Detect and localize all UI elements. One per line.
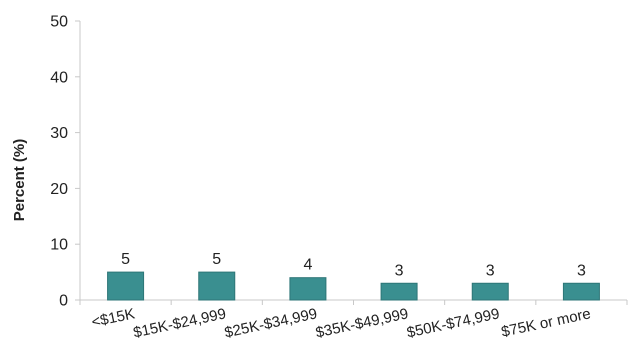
- bar: [289, 277, 327, 301]
- category-label: $25K-$34,999: [223, 305, 319, 341]
- data-label: 3: [395, 262, 404, 279]
- data-labels: 5 5 4 3 3 3: [121, 251, 586, 279]
- category-label: <$15K: [90, 305, 136, 331]
- data-label: 5: [121, 251, 130, 268]
- bar: [471, 282, 509, 301]
- bar: [380, 282, 418, 301]
- bar: [107, 271, 145, 301]
- y-tick-label: 40: [50, 69, 68, 86]
- y-tick-label: 0: [59, 293, 68, 310]
- y-axis-title: Percent (%): [11, 139, 28, 222]
- y-tick-label: 10: [50, 237, 68, 254]
- bars: [107, 271, 600, 301]
- category-labels: <$15K$15K-$24,999$25K-$34,999$35K-$49,99…: [90, 305, 592, 341]
- bar: [198, 271, 236, 301]
- category-label: $15K-$24,999: [132, 305, 228, 341]
- y-tick-label: 30: [50, 125, 68, 142]
- category-label: $75K or more: [500, 305, 592, 341]
- data-label: 3: [486, 262, 495, 279]
- y-tick-label: 50: [50, 14, 68, 31]
- y-tick-label: 20: [50, 181, 68, 198]
- category-label: $35K-$49,999: [314, 305, 410, 341]
- y-axis: 0 10 20 30 40 50: [50, 14, 81, 310]
- data-label: 5: [212, 251, 221, 268]
- data-label: 4: [303, 257, 312, 274]
- bar: [562, 282, 600, 301]
- data-label: 3: [577, 262, 586, 279]
- category-label: $50K-$74,999: [405, 305, 501, 341]
- x-axis: [79, 299, 628, 305]
